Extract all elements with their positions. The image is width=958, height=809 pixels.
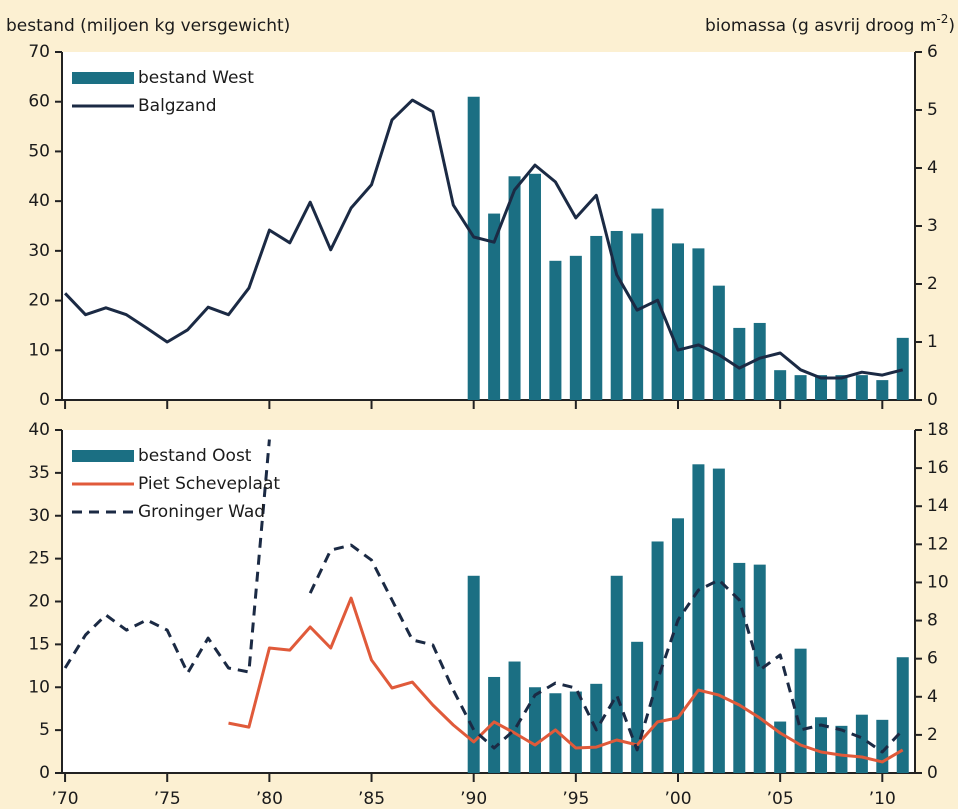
- legend-swatch: [72, 450, 134, 462]
- bar: [549, 260, 562, 400]
- x-tick-label: ’05: [767, 789, 794, 809]
- y2-tick-label: 1: [927, 332, 938, 352]
- y2-tick-label: 6: [927, 649, 938, 669]
- y2-tick-label: 0: [927, 390, 938, 410]
- y2-tick-label: 14: [927, 496, 949, 516]
- y-tick-label: 50: [28, 141, 50, 161]
- bar: [671, 243, 684, 400]
- y-tick-label: 0: [39, 390, 50, 410]
- bar: [528, 687, 541, 773]
- y-tick-label: 25: [28, 549, 50, 569]
- y-axis-label: bestand (miljoen kg versgewicht): [6, 16, 290, 36]
- line-series: [64, 98, 904, 380]
- y2-tick-label: 16: [927, 458, 949, 478]
- y2-tick-label: 2: [927, 274, 938, 294]
- y-tick-label: 30: [28, 241, 50, 261]
- bar: [631, 233, 644, 400]
- x-tick-label: ’85: [358, 789, 385, 809]
- y2-tick-label: 4: [927, 158, 938, 178]
- x-tick-label: ’10: [869, 789, 896, 809]
- y2-tick-label: 8: [927, 611, 938, 631]
- bar: [569, 691, 582, 773]
- bar: [855, 375, 868, 400]
- bar: [774, 370, 787, 400]
- x-tick-label: ’70: [52, 789, 79, 809]
- y-tick-label: 40: [28, 191, 50, 211]
- bar: [794, 375, 807, 400]
- y-tick-label: 20: [28, 592, 50, 612]
- bar: [508, 176, 521, 400]
- bar: [569, 255, 582, 400]
- bar: [508, 661, 521, 773]
- bar: [467, 575, 480, 773]
- y2-tick-label: 12: [927, 534, 949, 554]
- x-tick-label: ’90: [460, 789, 487, 809]
- bar: [590, 235, 603, 400]
- y-tick-label: 10: [28, 677, 50, 697]
- y2-tick-label: 0: [927, 763, 938, 783]
- y-tick-label: 35: [28, 463, 50, 483]
- bar: [876, 380, 889, 400]
- bar: [815, 375, 828, 400]
- legend-swatch: [72, 72, 134, 84]
- y2-label-main: biomassa (g asvrij droog m: [705, 16, 936, 36]
- bar: [671, 518, 684, 773]
- bar: [692, 464, 705, 773]
- y-tick-label: 5: [39, 720, 50, 740]
- y2-label-end: ): [948, 16, 955, 36]
- bar: [815, 717, 828, 773]
- y2-axis-label: biomassa (g asvrij droog m-2): [705, 12, 955, 37]
- legend-label: Balgzand: [138, 96, 217, 116]
- x-tick-label: ’75: [154, 789, 181, 809]
- bar: [610, 230, 623, 400]
- y2-tick-label: 5: [927, 100, 938, 120]
- bar: [488, 676, 501, 773]
- y-tick-label: 30: [28, 506, 50, 526]
- line-series: [63, 439, 904, 754]
- bar: [835, 375, 848, 400]
- y-tick-label: 70: [28, 42, 50, 62]
- y-tick-label: 60: [28, 92, 50, 112]
- bar: [610, 575, 623, 773]
- x-tick-label: ’00: [664, 789, 691, 809]
- bar: [733, 327, 746, 400]
- bar: [488, 213, 501, 400]
- bar: [651, 208, 664, 400]
- bar: [467, 96, 480, 400]
- bar: [896, 337, 909, 400]
- bar: [855, 714, 868, 773]
- legend-label: Piet Scheveplaat: [138, 474, 280, 494]
- legend-label: bestand West: [138, 68, 254, 88]
- y2-tick-label: 18: [927, 420, 949, 440]
- bar: [712, 468, 725, 773]
- y2-label-sup: -2: [936, 12, 948, 26]
- y2-tick-label: 2: [927, 725, 938, 745]
- bar: [712, 285, 725, 400]
- bar: [651, 541, 664, 773]
- bar: [549, 693, 562, 773]
- y2-tick-label: 3: [927, 216, 938, 236]
- legend-label: bestand Oost: [138, 446, 252, 466]
- y-tick-label: 40: [28, 420, 50, 440]
- y-tick-label: 15: [28, 634, 50, 654]
- bar: [692, 248, 705, 400]
- y2-tick-label: 10: [927, 572, 949, 592]
- y-tick-label: 20: [28, 291, 50, 311]
- line-series: [228, 596, 904, 764]
- y-tick-label: 10: [28, 340, 50, 360]
- y2-tick-label: 6: [927, 42, 938, 62]
- bar: [528, 173, 541, 400]
- y2-tick-label: 4: [927, 687, 938, 707]
- x-tick-label: ’95: [562, 789, 589, 809]
- bar: [896, 657, 909, 773]
- y-tick-label: 0: [39, 763, 50, 783]
- bar: [794, 648, 807, 773]
- bar: [753, 322, 766, 400]
- legend-label: Groninger Wad: [138, 502, 265, 522]
- bar: [631, 641, 644, 773]
- x-tick-label: ’80: [256, 789, 283, 809]
- bar: [835, 725, 848, 773]
